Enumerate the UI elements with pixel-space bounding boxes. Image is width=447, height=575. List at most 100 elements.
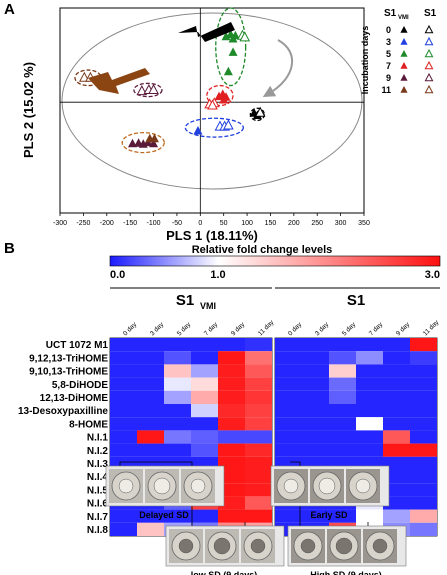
heatmap-cell [191,430,218,444]
heatmap-cell [383,496,410,510]
x-tick-label: -100 [147,220,161,227]
heatmap-cell [329,338,356,352]
heatmap-cell [410,443,437,457]
row-label: N.I.7 [87,512,109,523]
y-axis-label: PLS 2 (15.02 %) [21,62,36,158]
colorbar [109,255,441,267]
cluster-ellipse [121,132,165,154]
heatmap-cell [191,377,218,391]
column-label: 9 day [395,321,412,338]
heatmap-cell [137,509,164,523]
column-label: 3 day [314,321,331,338]
fungal-colony [118,478,134,494]
heatmap-cell [245,509,272,523]
fungal-colony [190,478,206,494]
fungal-colony [355,478,371,494]
legend-marker-hollow [424,84,434,94]
heatmap-cell [275,430,302,444]
column-label: 11 day [257,318,276,337]
heatmap-cell [137,377,164,391]
heatmap-cell [302,390,329,404]
heatmap-cell [245,390,272,404]
heatmap: Relative fold change levels 0.0 1.0 3.0 … [18,244,441,575]
heatmap-cell [383,483,410,497]
black-arrow [178,22,235,42]
heatmap-cell [302,443,329,457]
heatmap-cell [383,509,410,523]
heatmap-cell [275,338,302,352]
heatmap-cell [383,364,410,378]
heatmap-cell [302,417,329,431]
plot-area-frame [59,7,365,214]
heatmap-cell [410,430,437,444]
x-tick-label: 0 [198,220,202,227]
fungal-colony [335,537,353,555]
x-tick-label: 200 [288,220,300,227]
heatmap-cell [245,496,272,510]
heatmap-cell [191,443,218,457]
x-tick-label: 300 [335,220,347,227]
heatmap-cell [275,417,302,431]
heatmap-cell [302,430,329,444]
point-filled-day-7 [219,94,229,104]
point-filled-day-11 [149,133,159,143]
point-hollow-day-7 [207,99,218,110]
group-subscript: VMI [200,301,216,311]
column-label: 5 day [341,321,358,338]
heatmap-cell [245,417,272,431]
heatmap-cell [410,351,437,365]
heatmap-cell [383,417,410,431]
heatmap-cell [137,390,164,404]
legend-day-label: 11 [381,85,391,95]
row-label: N.I.8 [87,525,109,536]
heatmap-cell [329,351,356,365]
heatmap-cell [356,390,383,404]
row-label: 13-Desoxypaxilline [18,406,108,417]
legend-marker-hollow [424,48,434,58]
heatmap-cell [191,390,218,404]
row-label: N.I.4 [87,472,109,483]
row-label: N.I.5 [87,485,109,496]
legend-marker-hollow [424,24,434,34]
heatmap-cell [302,364,329,378]
row-label: 8-HOME [69,419,108,430]
x-tick-label: -300 [53,220,67,227]
heatmap-cell [137,404,164,418]
heatmap-cell [410,456,437,470]
heatmap-cell [410,377,437,391]
heatmap-cell [356,338,383,352]
x-tick-label: -150 [123,220,137,227]
heatmap-cell [164,377,191,391]
heatmap-cell [218,483,245,497]
heatmap-cell [191,351,218,365]
row-label: N.I.1 [87,433,109,444]
heatmap-cell [191,404,218,418]
point-filled-day-7 [214,91,224,101]
heatmap-cell [110,522,137,536]
group-name: S1 [347,292,365,309]
legend-day-label: 3 [386,37,391,47]
heatmap-cell [218,470,245,484]
heatmap-cell [218,364,245,378]
legend-title: Incubation days [360,26,370,95]
point-filled-day-3 [193,126,203,135]
heatmap-cell [218,377,245,391]
point-hollow-day-3 [223,119,234,130]
cluster-ellipse [133,82,163,98]
heatmap-cell [164,364,191,378]
point-filled-day-5 [221,31,231,41]
colorbar-min-label: 0.0 [110,269,125,281]
point-hollow-day-0 [254,106,266,117]
x-tick-label: -200 [100,220,114,227]
row-label: N.I.3 [87,459,109,470]
heatmap-cell [356,404,383,418]
x-tick-label: -50 [172,220,182,227]
heatmap-cell [218,496,245,510]
heatmap-cell [137,351,164,365]
heatmap-cell [110,390,137,404]
heatmap-cell [410,509,437,523]
heatmap-cell [164,443,191,457]
heatmap-cell [275,377,302,391]
pls-score-plot: -300 -250 -200 -150 -100 -50 0 50 100 150 200 250 30… [21,7,437,243]
